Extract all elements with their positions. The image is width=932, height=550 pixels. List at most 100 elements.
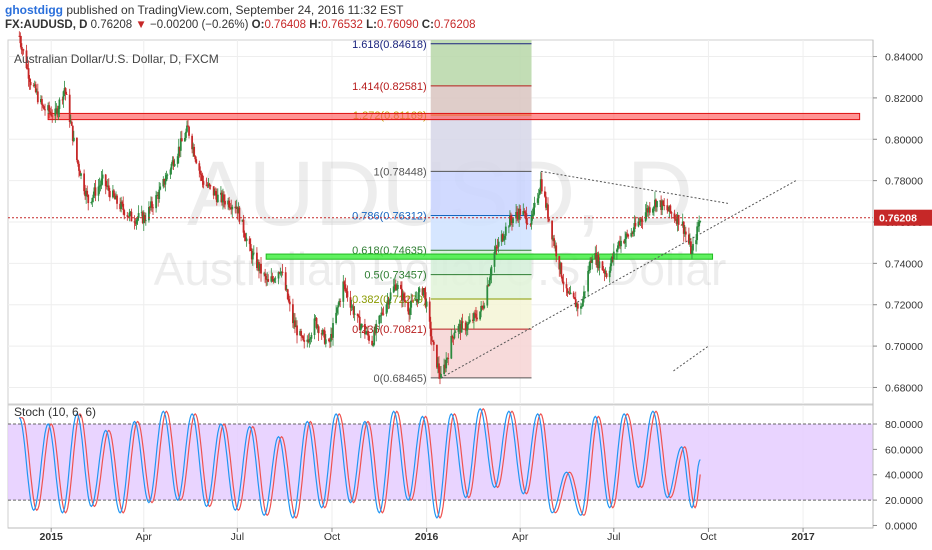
candle xyxy=(137,205,140,222)
candle-body xyxy=(303,340,306,342)
candle xyxy=(539,172,542,194)
candle-body xyxy=(42,104,44,107)
candle-body xyxy=(277,272,280,279)
candle-body xyxy=(123,210,126,216)
candle xyxy=(358,310,361,331)
candle-body xyxy=(439,372,441,379)
candle xyxy=(654,191,656,212)
candle-body xyxy=(382,313,385,315)
candle-body xyxy=(403,293,405,300)
symbol-label[interactable]: FX:AUDUSD, D xyxy=(5,19,88,31)
candle xyxy=(170,162,173,175)
price-tick-label: 0.82000 xyxy=(885,93,923,105)
candle-body xyxy=(213,191,216,196)
candle xyxy=(689,233,691,247)
resistance-zone[interactable] xyxy=(47,112,861,121)
candle-body xyxy=(395,288,398,290)
candle xyxy=(162,176,165,189)
candle-body xyxy=(346,291,349,298)
candle xyxy=(267,274,270,283)
candle xyxy=(667,207,670,212)
candle xyxy=(388,298,391,309)
candle xyxy=(235,199,238,209)
candle-body xyxy=(536,198,539,203)
candle-body xyxy=(538,190,541,195)
candle-body xyxy=(510,215,512,221)
candle xyxy=(604,267,607,277)
candle-body xyxy=(259,263,261,271)
candle-body xyxy=(258,262,260,271)
candle-body xyxy=(368,335,370,341)
candle xyxy=(630,228,633,238)
candle-body xyxy=(644,212,647,222)
candle-body xyxy=(54,108,57,116)
fib-level-label: 1.414(0.82581) xyxy=(352,81,427,93)
candle xyxy=(108,187,111,202)
candle xyxy=(186,120,188,133)
support-zone[interactable] xyxy=(265,253,714,260)
candle xyxy=(451,334,454,343)
candle xyxy=(416,298,419,308)
candle xyxy=(114,193,116,200)
fib-band xyxy=(430,215,532,251)
candle-body xyxy=(185,131,187,138)
trendline[interactable] xyxy=(673,345,709,372)
candle xyxy=(97,179,100,202)
candle xyxy=(18,31,21,37)
candle-body xyxy=(288,301,291,305)
candle-body xyxy=(565,284,568,289)
candle xyxy=(395,283,398,291)
candle-body xyxy=(428,301,431,322)
candle xyxy=(205,177,208,187)
candle-body xyxy=(554,245,557,247)
candle xyxy=(569,285,572,295)
candle-body xyxy=(164,180,167,185)
candle xyxy=(633,215,636,237)
candle-body xyxy=(417,292,420,303)
high-key: H: xyxy=(309,19,322,31)
candle-body xyxy=(674,218,677,220)
candle xyxy=(523,208,526,217)
candle xyxy=(546,202,548,211)
candle-body xyxy=(660,200,663,211)
candle xyxy=(191,133,194,154)
candle xyxy=(674,214,677,222)
candle-body xyxy=(393,284,396,287)
candle-body xyxy=(486,285,489,306)
high-value: 0.76532 xyxy=(321,19,363,31)
candle xyxy=(601,260,604,271)
candle-body xyxy=(263,273,266,275)
candle-body xyxy=(529,223,532,225)
candle-body xyxy=(272,278,275,282)
candle-body xyxy=(473,313,475,321)
candle-body xyxy=(493,251,496,267)
candle-body xyxy=(605,273,608,278)
candle-body xyxy=(603,270,606,274)
candle-body xyxy=(245,238,248,242)
candle xyxy=(415,291,418,306)
candle xyxy=(142,210,145,231)
author-link[interactable]: ghostdigg xyxy=(5,3,63,17)
candle-body xyxy=(579,306,582,309)
candle-body xyxy=(669,205,672,213)
candle xyxy=(321,328,324,336)
candle-body xyxy=(134,222,137,224)
candle xyxy=(156,191,159,196)
candle xyxy=(481,305,484,311)
candle-body xyxy=(317,326,320,334)
candle xyxy=(615,248,618,260)
candle-body xyxy=(179,138,182,151)
candle-body xyxy=(641,220,644,222)
candle xyxy=(21,47,24,56)
candle xyxy=(324,334,327,348)
candle-body xyxy=(221,192,223,203)
candle xyxy=(610,255,613,267)
candle xyxy=(529,223,532,227)
candle xyxy=(440,366,442,379)
candle-body xyxy=(594,252,597,259)
candle xyxy=(565,278,568,296)
candle-body xyxy=(381,312,384,314)
candle-body xyxy=(645,208,648,213)
